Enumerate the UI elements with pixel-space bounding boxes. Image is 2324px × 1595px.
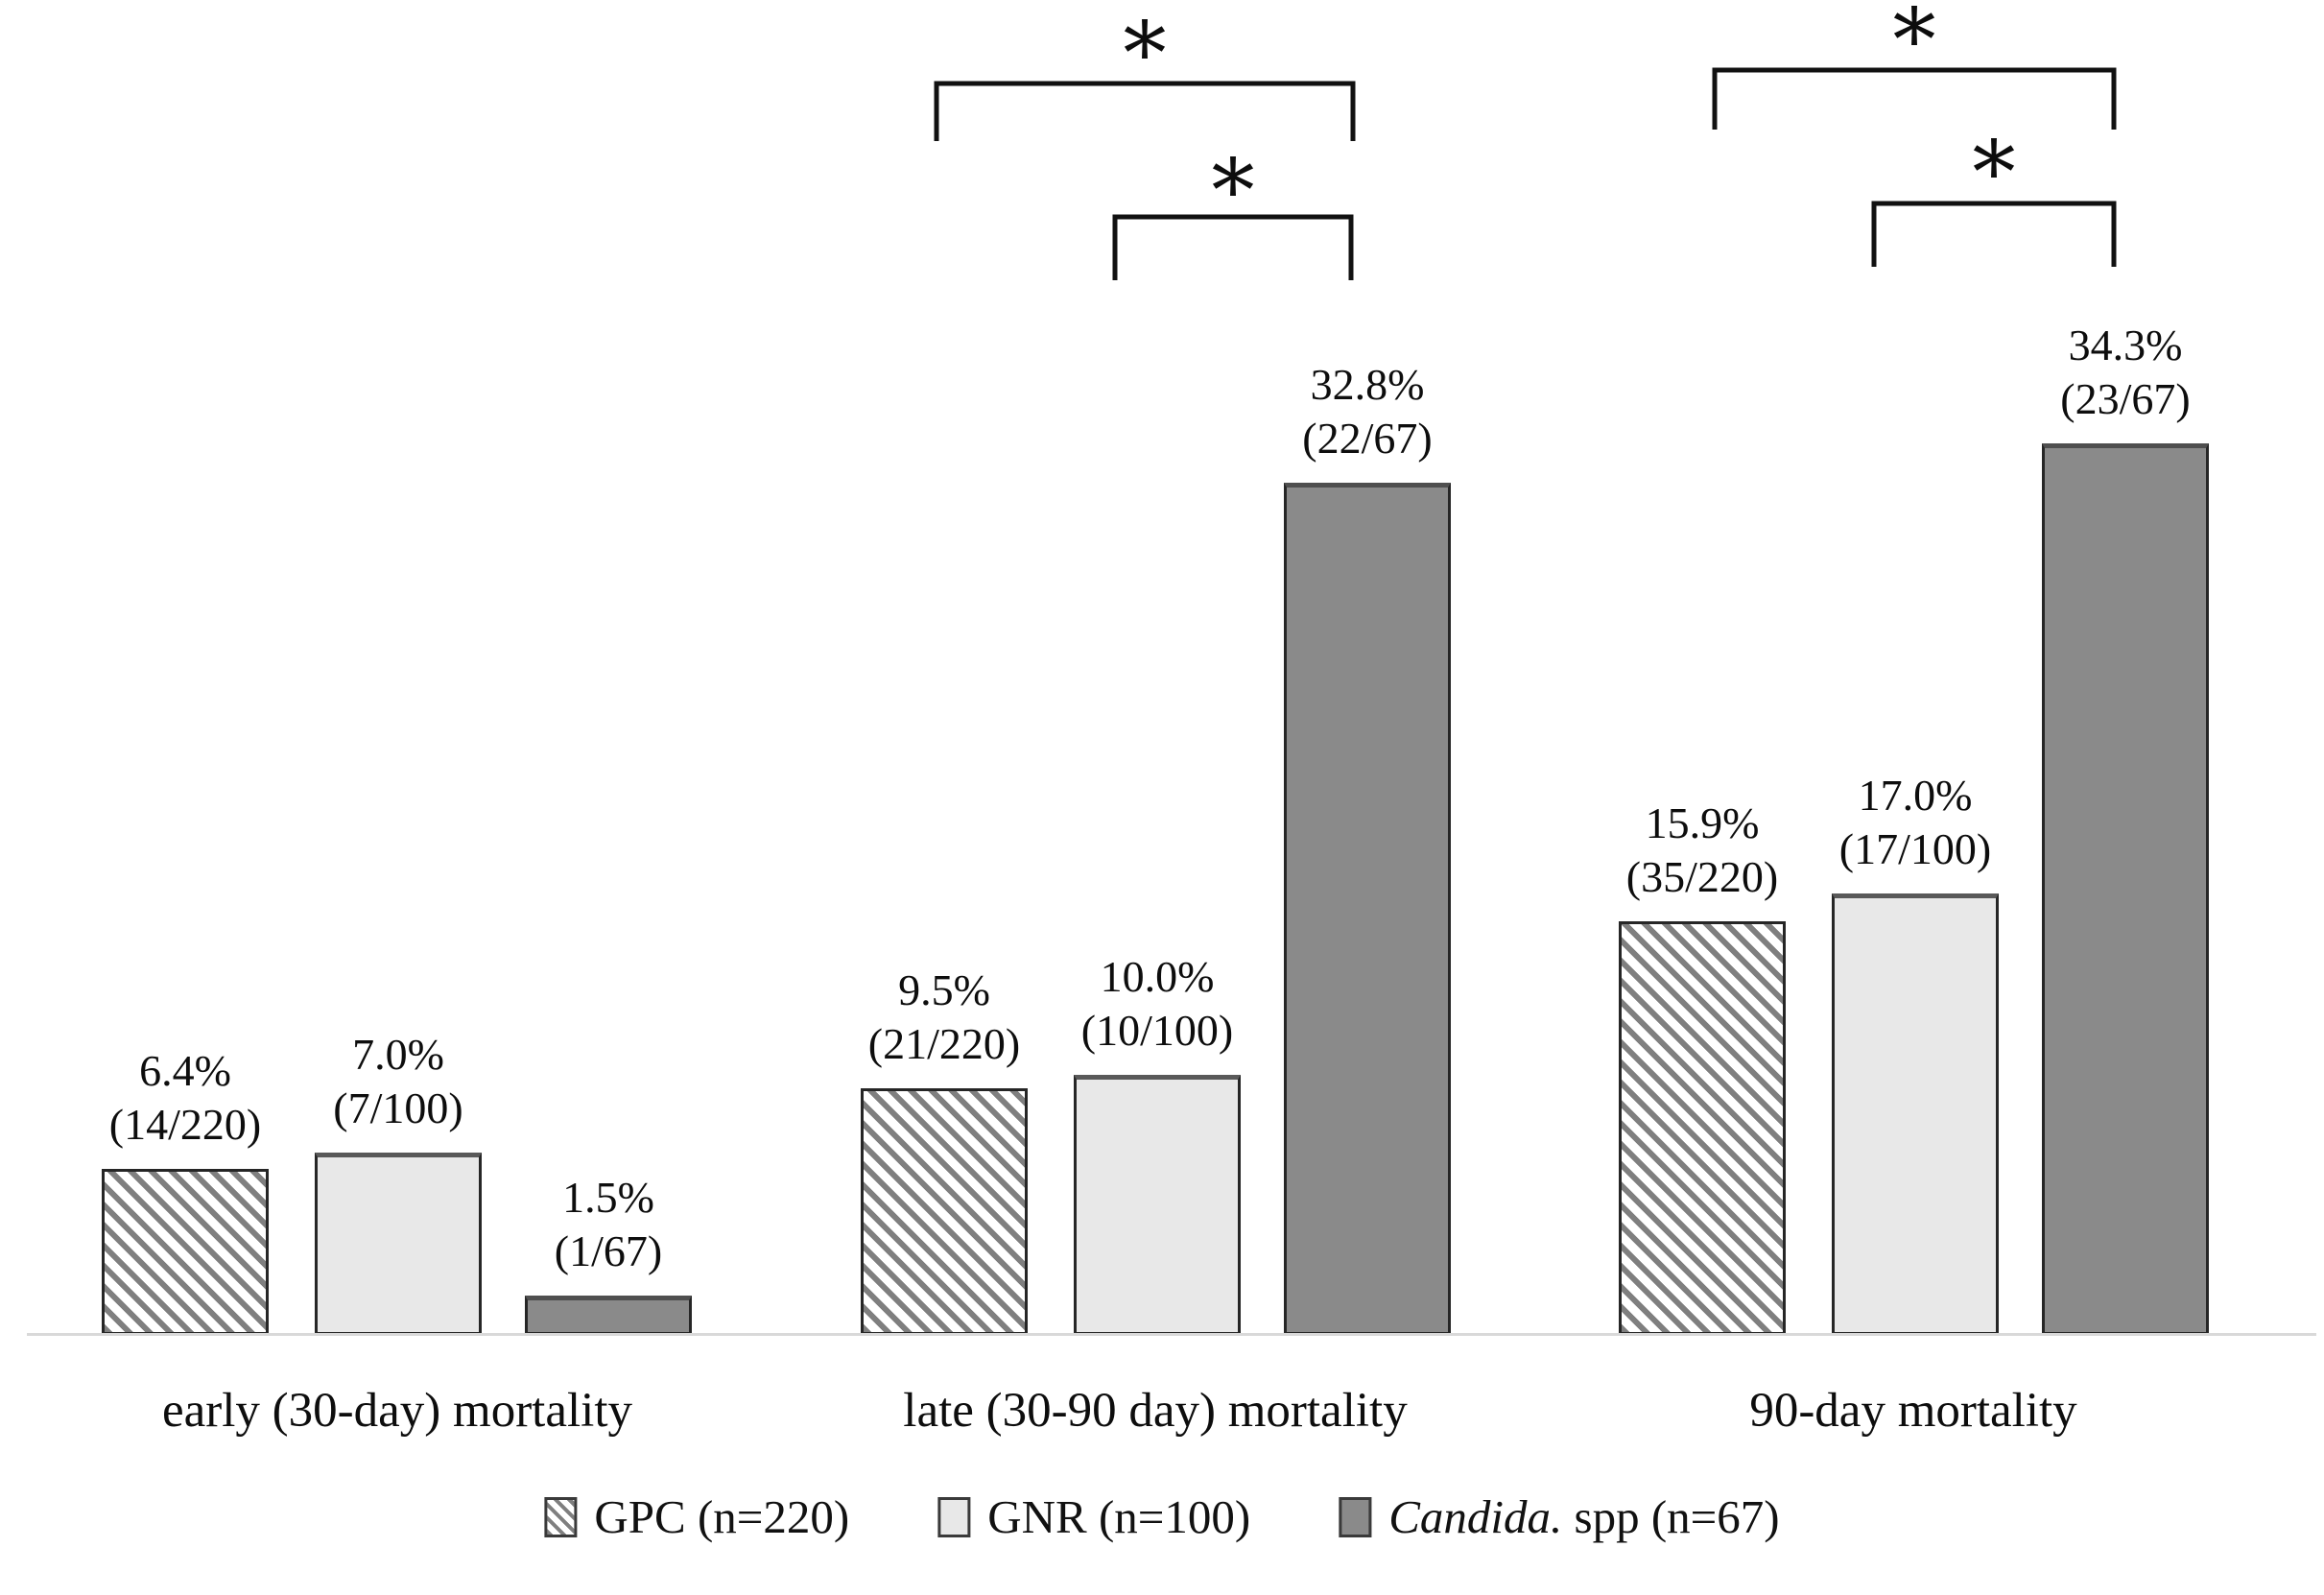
x-axis-line [27, 1333, 2316, 1336]
bar-candida-category-1 [1284, 483, 1451, 1335]
value-label-candida-category-1: 32.8% (22/67) [1302, 358, 1432, 465]
legend-item-gpc: GPC (n=220) [544, 1489, 849, 1545]
legend-item-gnr: GNR (n=100) [937, 1489, 1250, 1545]
value-label-gpc-category-2: 15.9% (35/220) [1626, 797, 1778, 904]
legend-label-candida: Candida. spp (n=67) [1388, 1489, 1779, 1545]
value-label-gnr-category-1: 10.0% (10/100) [1081, 950, 1233, 1058]
value-fraction: (10/100) [1080, 1006, 1234, 1055]
value-label-candida-category-0: 1.5% (1/67) [555, 1171, 662, 1278]
value-percent: 6.4% [139, 1046, 231, 1095]
value-label-gpc-category-0: 6.4% (14/220) [109, 1044, 261, 1152]
value-label-gnr-category-2: 17.0% (17/100) [1839, 769, 1991, 876]
legend-swatch-gnr-icon [937, 1497, 971, 1537]
value-percent: 1.5% [562, 1173, 654, 1222]
value-label-gpc-category-1: 9.5% (21/220) [868, 964, 1020, 1071]
category-label-90day-mortality: 90-day mortality [1749, 1384, 2077, 1438]
sig-asterisk-90day-outer: * [1892, 0, 1936, 91]
value-fraction: (35/220) [1625, 852, 1779, 901]
value-fraction: (1/67) [554, 1226, 663, 1275]
legend-item-candida: Candida. spp (n=67) [1339, 1489, 1780, 1545]
legend-label-candida-rest: spp (n=67) [1562, 1490, 1780, 1543]
sig-asterisk-late-inner: * [1211, 141, 1255, 242]
bar-candida-category-2 [2042, 443, 2209, 1335]
legend-label-candida-italic: Candida. [1388, 1490, 1563, 1543]
bar-gnr-category-1 [1074, 1075, 1241, 1335]
value-label-gnr-category-0: 7.0% (7/100) [333, 1028, 462, 1135]
value-fraction: (21/220) [867, 1019, 1021, 1068]
bar-gpc-category-0 [102, 1169, 269, 1335]
value-percent: 9.5% [898, 965, 990, 1014]
value-fraction: (7/100) [333, 1083, 463, 1132]
category-label-early-mortality: early (30-day) mortality [162, 1384, 632, 1438]
value-label-candida-category-2: 34.3% (23/67) [2060, 319, 2190, 426]
sig-asterisk-90day-inner: * [1972, 123, 2016, 224]
bar-gnr-category-2 [1832, 893, 1999, 1335]
value-fraction: (17/100) [1838, 824, 1992, 873]
value-percent: 15.9% [1645, 798, 1760, 847]
legend-label-gnr: GNR (n=100) [987, 1490, 1251, 1543]
value-fraction: (22/67) [1302, 414, 1433, 463]
value-fraction: (14/220) [108, 1100, 262, 1149]
legend: GPC (n=220) GNR (n=100) Candida. spp (n=… [544, 1489, 1780, 1545]
value-fraction: (23/67) [2060, 374, 2191, 423]
bar-gpc-category-1 [861, 1088, 1028, 1335]
category-label-late-mortality: late (30-90 day) mortality [903, 1384, 1408, 1438]
value-percent: 17.0% [1858, 771, 1973, 820]
legend-label-gpc: GPC (n=220) [594, 1490, 850, 1543]
value-percent: 34.3% [2068, 321, 2183, 369]
bar-gnr-category-0 [315, 1153, 482, 1335]
bar-gpc-category-2 [1619, 921, 1786, 1335]
value-percent: 32.8% [1310, 360, 1425, 409]
value-percent: 10.0% [1100, 952, 1215, 1001]
legend-swatch-gpc-hatched-icon [544, 1497, 578, 1537]
bar-candida-category-0 [525, 1296, 692, 1335]
legend-swatch-candida-icon [1339, 1497, 1372, 1537]
value-percent: 7.0% [352, 1030, 444, 1079]
sig-asterisk-late-outer: * [1123, 4, 1167, 105]
